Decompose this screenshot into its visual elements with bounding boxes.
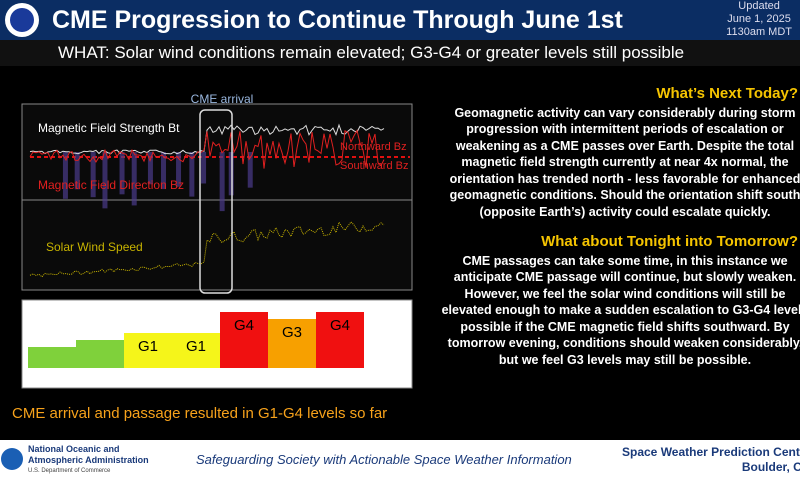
noaa-line: U.S. Department of Commerce	[28, 468, 111, 474]
header-bar: CME Progression to Continue Through June…	[0, 0, 800, 40]
footer: National Oceanic and Atmospheric Adminis…	[0, 440, 800, 478]
bz-shade	[119, 152, 125, 195]
bz-shade	[131, 152, 137, 206]
bz-shade	[189, 152, 195, 197]
plot-label: CME arrival	[191, 92, 254, 106]
cme-arrival-box	[199, 109, 233, 294]
bar	[124, 333, 172, 368]
noaa-line: Atmospheric Administration	[28, 455, 149, 465]
bar	[28, 347, 76, 368]
wind-panel	[21, 103, 413, 291]
bz-shade	[90, 152, 96, 198]
bz-shade	[219, 152, 225, 212]
section-heading: What about Tonight into Tomorrow?	[541, 233, 798, 250]
center-line: Boulder, CO	[741, 460, 800, 474]
updated: Updated June 1, 2025 1130am MDT	[726, 0, 792, 39]
tagline: Safeguarding Society with Actionable Spa…	[196, 452, 572, 467]
bz-shade	[247, 152, 253, 188]
bz-shade	[160, 152, 166, 190]
updated-line: Updated	[738, 0, 780, 12]
noaa-line: National Oceanic and	[28, 444, 120, 454]
subtitle-bar: WHAT: Solar wind conditions remain eleva…	[0, 40, 800, 66]
bz-shade	[102, 152, 108, 209]
title: CME Progression to Continue Through June…	[52, 6, 623, 34]
updated-line: June 1, 2025	[727, 13, 791, 25]
bz-shade	[228, 152, 234, 196]
discussion: What’s Next Today? Geomagnetic activity …	[440, 85, 800, 382]
bar	[316, 312, 364, 368]
bar	[76, 340, 124, 368]
noaa-logo	[1, 448, 23, 470]
bar-label: G3	[282, 324, 302, 341]
bz-shade	[62, 152, 68, 199]
plot-label: Solar Wind Speed	[46, 240, 143, 254]
bt-trace	[29, 123, 385, 155]
center-line: Space Weather Prediction Center	[622, 445, 800, 459]
bar	[268, 319, 316, 368]
bz-shade	[201, 152, 207, 184]
bar	[220, 312, 268, 368]
plot-label: Southward Bz	[340, 160, 408, 172]
logo	[5, 3, 39, 37]
plot-label: Magnetic Field Direction Bz	[38, 178, 184, 192]
bz-shade	[176, 152, 182, 187]
caption: CME arrival and passage resulted in G1-G…	[12, 405, 388, 422]
bz-trace	[29, 129, 385, 169]
subtitle: WHAT: Solar wind conditions remain eleva…	[58, 43, 685, 62]
section-body: Geomagnetic activity can vary considerab…	[449, 105, 800, 219]
noaa-name: National Oceanic and Atmospheric Adminis…	[28, 444, 149, 477]
bar-label: G4	[330, 317, 350, 334]
bar-label: G1	[186, 338, 206, 355]
section-heading: What’s Next Today?	[656, 85, 798, 102]
bz-shade	[74, 152, 80, 190]
section-body: CME passages can take some time, in this…	[441, 253, 800, 367]
bz-shade	[147, 152, 153, 185]
bar-label: G4	[234, 317, 254, 334]
plot-label: Northward Bz	[340, 141, 407, 153]
plots: CME arrival Magnetic Field Strength Bt Nor…	[21, 92, 413, 389]
bar	[172, 333, 220, 368]
bar-label: G1	[138, 338, 158, 355]
updated-line: 1130am MDT	[726, 26, 792, 38]
center-name: Space Weather Prediction Center Boulder,…	[622, 445, 800, 475]
plot-label: Magnetic Field Strength Bt	[38, 121, 180, 135]
